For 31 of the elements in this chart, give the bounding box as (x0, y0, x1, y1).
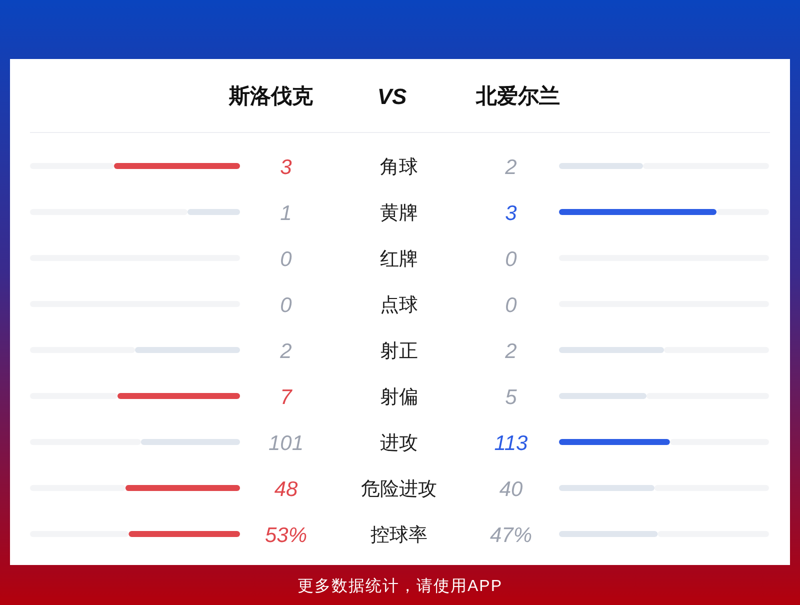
data-label: 7 (280, 386, 294, 409)
data-label: 2 (504, 156, 518, 179)
text: 更多数据统计，请使用APP (297, 577, 503, 595)
category-label: 红牌 (380, 249, 418, 270)
text: 北爱尔兰 (476, 85, 560, 108)
data-label: 1 (280, 202, 292, 225)
data-label: 113 (494, 432, 528, 455)
data-label: 101 (268, 432, 304, 455)
text: 斯洛伐克 (229, 85, 313, 108)
category-label: 控球率 (370, 524, 428, 546)
data-label: 48 (274, 478, 298, 501)
data-label: 47% (490, 524, 532, 547)
category-label: 点球 (380, 295, 418, 316)
data-label: 2 (504, 340, 518, 363)
category-label: 射偏 (380, 387, 418, 408)
category-label: 黄牌 (380, 203, 418, 224)
data-label: 3 (505, 202, 518, 225)
data-label: 53% (264, 524, 308, 547)
text: VS (377, 84, 407, 109)
category-label: 射正 (380, 341, 418, 362)
category-label: 角球 (380, 157, 418, 178)
data-label: 2 (279, 340, 292, 363)
data-label: 0 (280, 294, 292, 317)
data-label: 5 (505, 386, 518, 409)
data-label: 0 (280, 248, 292, 271)
data-label: 0 (505, 294, 518, 317)
data-label: 40 (499, 478, 523, 501)
data-label: 0 (505, 248, 518, 271)
category-label: 危险进攻 (361, 479, 437, 500)
data-label: 3 (280, 156, 292, 179)
category-label: 进攻 (380, 433, 418, 454)
